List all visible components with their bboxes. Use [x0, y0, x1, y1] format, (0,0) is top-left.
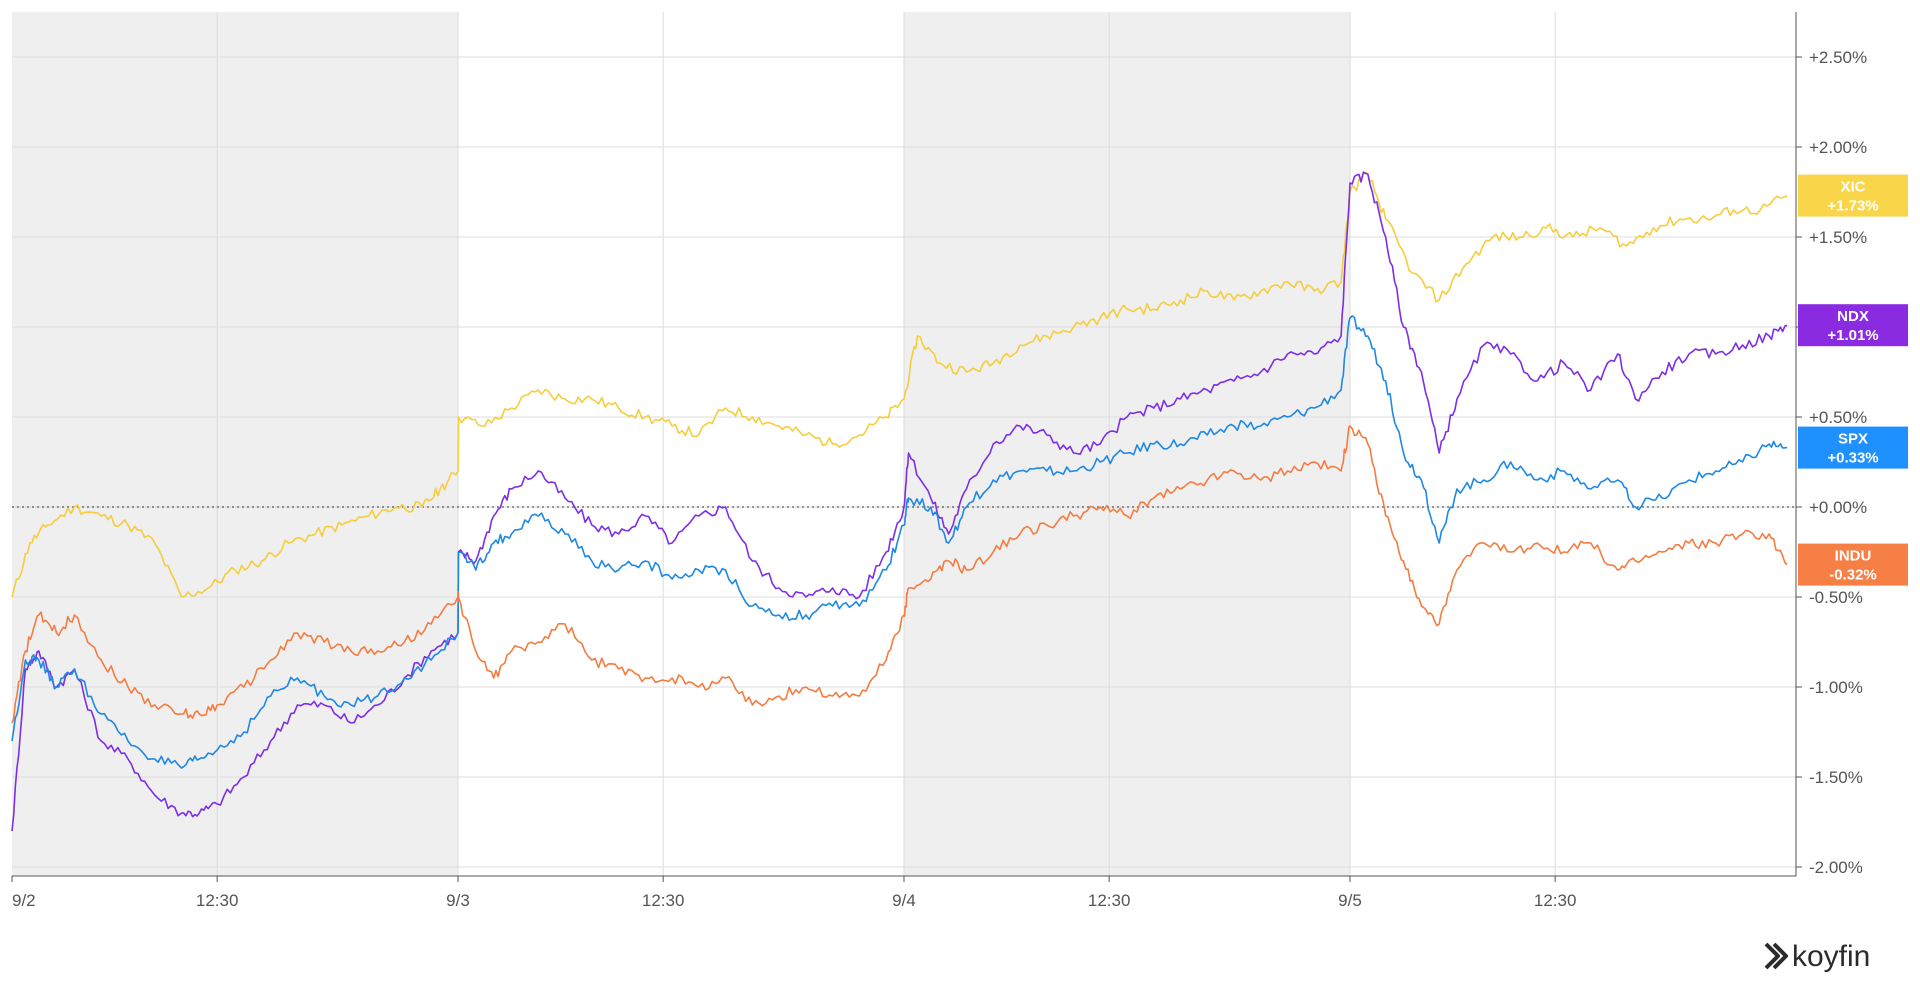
series-line-ndx	[11, 171, 1788, 832]
badge-name-xic: XIC	[1840, 179, 1865, 196]
y-tick-label-4: +0.50%	[1809, 408, 1867, 427]
badge-bg-spx	[1798, 426, 1908, 469]
y-tick-label-9: -2.00%	[1809, 858, 1863, 877]
y-tick-label-2: +1.50%	[1809, 228, 1867, 247]
badge-ndx: NDX +1.01%	[1798, 304, 1908, 347]
y-tick-label-0: +2.50%	[1809, 48, 1867, 67]
x-tick-label-3: 12:30	[642, 891, 685, 910]
badge-name-ndx: NDX	[1837, 308, 1869, 325]
y-tick-label-7: -1.00%	[1809, 678, 1863, 697]
x-tick-label-0: 9/2	[12, 891, 36, 910]
badge-bg-indu	[1798, 543, 1908, 586]
y-tick-label-1: +2.00%	[1809, 138, 1867, 157]
badge-value-spx: +0.33%	[1827, 450, 1878, 467]
shaded-day-0	[12, 12, 458, 876]
shaded-day-1	[904, 12, 1350, 876]
series-line-spx	[11, 315, 1788, 769]
badge-bg-ndx	[1798, 304, 1908, 347]
badge-bg-xic	[1798, 174, 1908, 217]
x-tick-label-1: 12:30	[196, 891, 239, 910]
series-line-xic	[11, 171, 1788, 598]
x-tick-label-2: 9/3	[446, 891, 470, 910]
badge-indu: INDU -0.32%	[1798, 543, 1908, 586]
koyfin-brand: koyfin	[1764, 940, 1870, 973]
x-tick-label-4: 9/4	[892, 891, 916, 910]
y-tick-label-8: -1.50%	[1809, 768, 1863, 787]
shaded-day-bands	[12, 12, 1350, 876]
series-line-indu	[11, 425, 1788, 724]
badge-spx: SPX +0.33%	[1798, 426, 1908, 469]
badge-xic: XIC +1.73%	[1798, 174, 1908, 217]
x-tick-label-7: 12:30	[1534, 891, 1577, 910]
y-tick-label-6: -0.50%	[1809, 588, 1863, 607]
badge-value-ndx: +1.01%	[1827, 327, 1878, 344]
badge-value-indu: -0.32%	[1829, 567, 1877, 584]
x-tick-label-5: 12:30	[1088, 891, 1131, 910]
badge-name-spx: SPX	[1838, 431, 1868, 448]
axes: +2.50% +2.00% +1.50% +0.50% +0.00% -0.50% -1.0…	[11, 12, 1867, 910]
x-tick-label-6: 9/5	[1338, 891, 1362, 910]
badge-name-indu: INDU	[1835, 548, 1872, 565]
badge-value-xic: +1.73%	[1827, 198, 1878, 215]
koyfin-logo-icon	[1764, 942, 1788, 970]
series-lines	[11, 171, 1788, 832]
brand-name: koyfin	[1792, 940, 1870, 973]
last-value-badges: XIC +1.73% NDX +1.01% SPX +0.33% INDU -0.32%	[1798, 174, 1908, 586]
y-tick-label-5: +0.00%	[1809, 498, 1867, 517]
